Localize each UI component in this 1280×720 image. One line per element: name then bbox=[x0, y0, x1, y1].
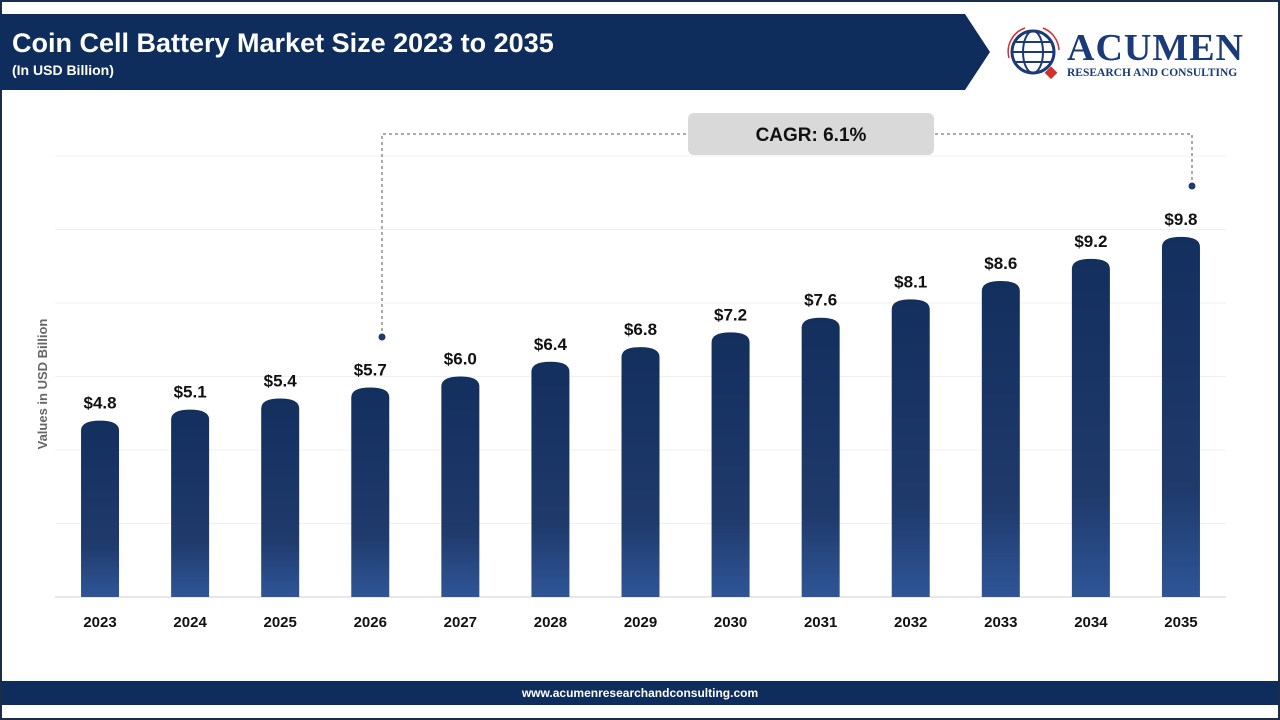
x-tick-label: 2027 bbox=[444, 614, 477, 631]
x-tick-label: 2034 bbox=[1074, 614, 1108, 631]
cagr-annotation: CAGR: 6.1% bbox=[378, 113, 1196, 341]
data-label: $9.2 bbox=[1074, 232, 1107, 251]
x-tick-label: 2026 bbox=[354, 614, 387, 631]
bar-2024 bbox=[171, 409, 210, 597]
bar-2033 bbox=[981, 280, 1020, 597]
data-label: $6.0 bbox=[444, 350, 477, 369]
data-label: $9.8 bbox=[1164, 210, 1197, 229]
bar-2028 bbox=[531, 361, 570, 597]
globe-icon bbox=[1007, 27, 1060, 80]
data-label: $7.2 bbox=[714, 305, 747, 324]
bar-2027 bbox=[441, 376, 480, 597]
logo-wordmark: ACUMEN bbox=[1067, 27, 1244, 69]
logo-tagline: RESEARCH AND CONSULTING bbox=[1067, 67, 1238, 79]
data-label: $7.6 bbox=[804, 291, 837, 310]
x-tick-label: 2032 bbox=[894, 614, 927, 631]
bar-2031 bbox=[801, 317, 840, 597]
title-banner bbox=[0, 14, 990, 90]
cagr-label: CAGR: 6.1% bbox=[756, 125, 867, 146]
bar-2025 bbox=[261, 398, 300, 597]
data-label: $5.1 bbox=[174, 383, 207, 402]
x-tick-label: 2030 bbox=[714, 614, 747, 631]
data-label: $8.6 bbox=[984, 254, 1017, 273]
bar-2034 bbox=[1071, 258, 1110, 597]
bar-2030 bbox=[711, 332, 750, 597]
bar-2023 bbox=[81, 420, 120, 597]
bar-2035 bbox=[1161, 236, 1200, 597]
data-label: $4.8 bbox=[83, 394, 116, 413]
acumen-logo: ACUMEN RESEARCH AND CONSULTING bbox=[1005, 24, 1260, 84]
footer-url[interactable]: www.acumenresearchandconsulting.com bbox=[2, 681, 1278, 705]
x-tick-label: 2031 bbox=[804, 614, 837, 631]
bar-2026 bbox=[351, 387, 390, 597]
y-axis-label: Values in USD Billion bbox=[35, 319, 50, 450]
data-label: $8.1 bbox=[894, 272, 927, 291]
chart-title: Coin Cell Battery Market Size 2023 to 20… bbox=[12, 28, 554, 58]
x-tick-label: 2023 bbox=[83, 614, 116, 631]
x-tick-label: 2028 bbox=[534, 614, 567, 631]
data-label: $5.7 bbox=[354, 361, 387, 380]
chart-subtitle: (In USD Billion) bbox=[12, 62, 114, 78]
bar-2029 bbox=[621, 347, 660, 597]
data-label: $6.4 bbox=[534, 335, 568, 354]
x-tick-label: 2029 bbox=[624, 614, 657, 631]
x-tick-label: 2024 bbox=[173, 614, 207, 631]
data-label: $5.4 bbox=[264, 372, 298, 391]
bar-2032 bbox=[891, 299, 930, 597]
x-tick-label: 2033 bbox=[984, 614, 1017, 631]
data-label: $6.8 bbox=[624, 320, 657, 339]
x-tick-label: 2025 bbox=[264, 614, 297, 631]
x-tick-label: 2035 bbox=[1164, 614, 1197, 631]
